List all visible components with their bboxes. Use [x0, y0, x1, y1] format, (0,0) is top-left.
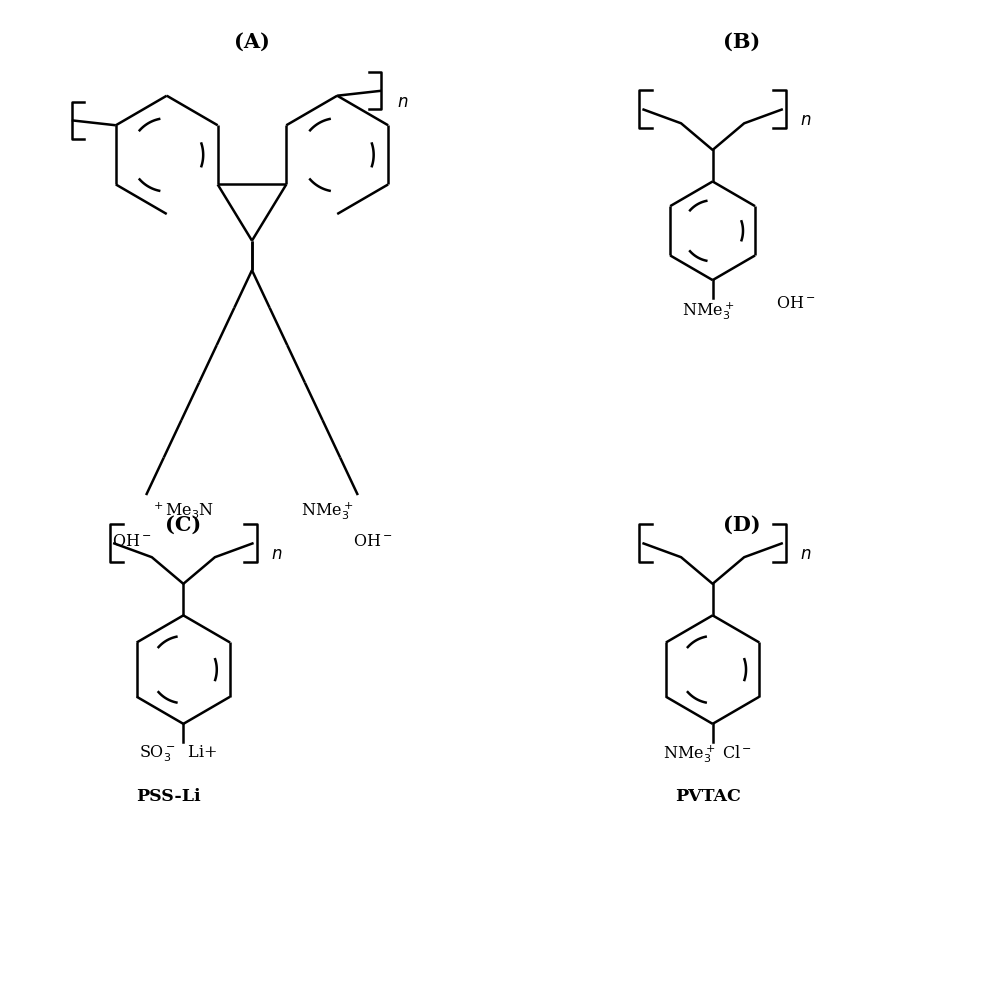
- Text: (C): (C): [165, 515, 202, 535]
- Text: OH$^-$: OH$^-$: [353, 533, 393, 550]
- Text: (B): (B): [724, 32, 760, 52]
- Text: OH$^-$: OH$^-$: [111, 533, 151, 550]
- Text: PVTAC: PVTAC: [675, 788, 741, 805]
- Text: NMe$_3^+$ Cl$^-$: NMe$_3^+$ Cl$^-$: [663, 744, 752, 765]
- Text: $n$: $n$: [397, 94, 409, 111]
- Text: $^+$Me$_3$N: $^+$Me$_3$N: [151, 500, 215, 520]
- Text: NMe$_3^+$: NMe$_3^+$: [300, 500, 353, 522]
- Text: (D): (D): [724, 515, 760, 535]
- Text: PSS-Li: PSS-Li: [136, 788, 201, 805]
- Text: $n$: $n$: [800, 546, 812, 563]
- Text: OH$^-$: OH$^-$: [776, 295, 816, 312]
- Text: SO$_3^-$  Li+: SO$_3^-$ Li+: [139, 744, 218, 764]
- Text: (A): (A): [234, 32, 270, 52]
- Text: NMe$_3^+$: NMe$_3^+$: [682, 300, 734, 322]
- Text: $n$: $n$: [271, 546, 282, 563]
- Text: $n$: $n$: [800, 112, 812, 129]
